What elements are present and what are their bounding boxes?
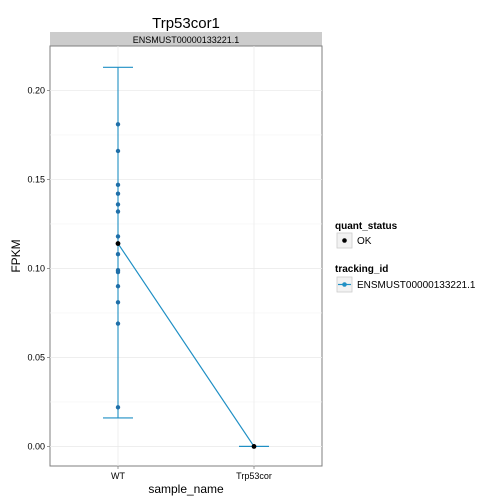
replicate-point — [115, 284, 121, 289]
replicate-point — [115, 252, 121, 257]
mean-point — [115, 241, 121, 246]
replicate-point — [115, 191, 121, 196]
y-tick-label: 0.15 — [27, 174, 45, 184]
legend-label-ok: OK — [357, 236, 372, 247]
y-tick-label: 0.20 — [27, 85, 45, 95]
mean-point — [251, 444, 257, 449]
replicate-point — [115, 234, 121, 239]
y-axis: 0.00 0.05 0.10 0.15 0.20 — [27, 85, 50, 451]
y-tick-label: 0.00 — [27, 441, 45, 451]
y-axis-label: FPKM — [9, 239, 23, 272]
y-tick-label: 0.05 — [27, 352, 45, 362]
x-axis: WT Trp53cor — [111, 466, 272, 481]
x-axis-label: sample_name — [148, 482, 224, 496]
x-tick-label: WT — [111, 471, 125, 481]
replicate-point — [115, 321, 121, 326]
plot-panel — [49, 45, 323, 467]
chart-title: Trp53cor1 — [152, 15, 220, 32]
replicate-point — [115, 182, 121, 188]
replicate-point — [115, 209, 121, 214]
facet-label: ENSMUST00000133221.1 — [133, 35, 240, 45]
legend-title-tracking-id: tracking_id — [335, 264, 388, 275]
replicate-point — [115, 148, 121, 154]
series-line — [117, 243, 255, 447]
replicate-point — [115, 202, 121, 207]
legend-key-tracking-id-point — [342, 282, 347, 287]
replicate-point — [115, 122, 121, 127]
facet-strip — [50, 32, 322, 46]
legend-title-quant-status: quant_status — [335, 221, 398, 232]
replicate-point — [115, 300, 121, 305]
replicate-point — [115, 405, 121, 410]
y-tick-label: 0.10 — [27, 263, 45, 273]
replicate-point — [115, 269, 121, 275]
legend-label-tracking-id: ENSMUST00000133221.1 — [357, 280, 476, 291]
x-tick-label: Trp53cor — [236, 471, 272, 481]
legend: quant_status OK tracking_id ENSMUST00000… — [335, 221, 476, 293]
chart-marks — [103, 66, 269, 449]
legend-key-ok-point — [342, 238, 347, 243]
